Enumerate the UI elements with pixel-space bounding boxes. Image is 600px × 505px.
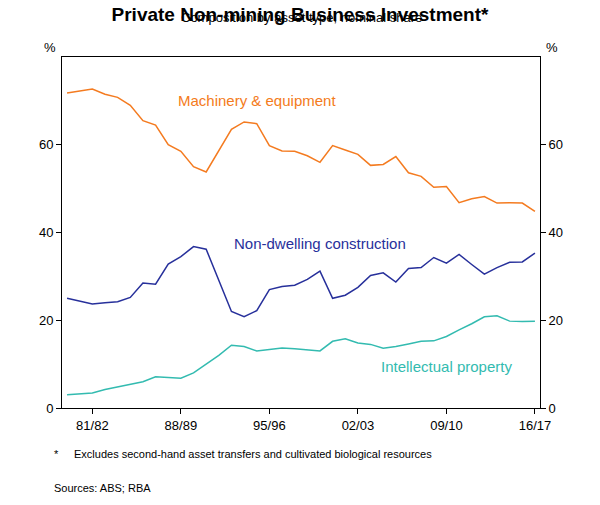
- svg-text:02/03: 02/03: [342, 418, 375, 433]
- svg-text:Sources: ABS; RBA: Sources: ABS; RBA: [54, 482, 151, 494]
- svg-text:%: %: [44, 40, 56, 55]
- svg-text:0: 0: [46, 401, 53, 416]
- svg-text:20: 20: [549, 313, 563, 328]
- svg-text:%: %: [546, 40, 558, 55]
- svg-text:40: 40: [549, 225, 563, 240]
- svg-text:60: 60: [549, 137, 563, 152]
- svg-text:Private Non-mining Business In: Private Non-mining Business Investment*: [112, 4, 490, 25]
- svg-text:16/17: 16/17: [519, 418, 552, 433]
- svg-text:Composition by asset type, nom: Composition by asset type, nominal share: [181, 10, 422, 25]
- svg-text:0: 0: [549, 401, 556, 416]
- svg-text:Machinery & equipment: Machinery & equipment: [178, 92, 336, 109]
- svg-text:Excludes second-hand asset tra: Excludes second-hand asset transfers and…: [74, 448, 432, 460]
- svg-text:95/96: 95/96: [253, 418, 286, 433]
- svg-text:60: 60: [39, 137, 53, 152]
- svg-text:40: 40: [39, 225, 53, 240]
- svg-text:20: 20: [39, 313, 53, 328]
- svg-text:88/89: 88/89: [165, 418, 198, 433]
- svg-text:Non-dwelling construction: Non-dwelling construction: [234, 235, 406, 252]
- svg-text:81/82: 81/82: [76, 418, 109, 433]
- svg-text:09/10: 09/10: [430, 418, 463, 433]
- svg-text:Intellectual property: Intellectual property: [381, 358, 512, 375]
- svg-text:*: *: [54, 448, 59, 460]
